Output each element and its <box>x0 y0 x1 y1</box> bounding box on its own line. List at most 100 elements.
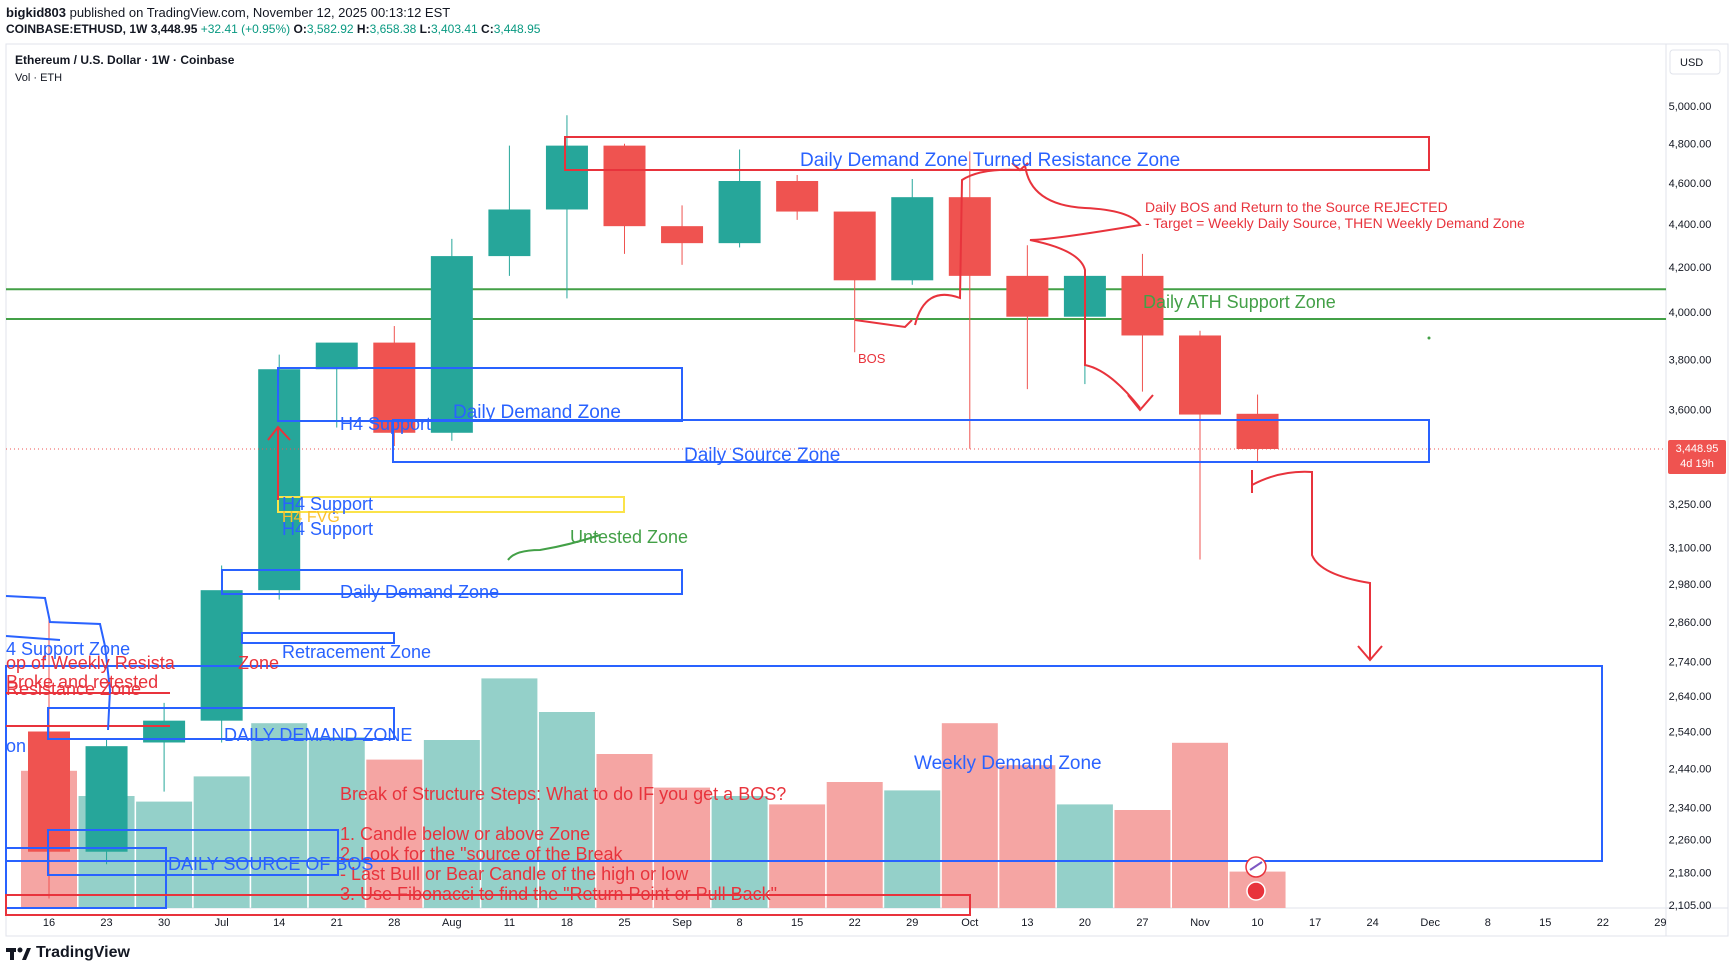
rejection-curve <box>914 168 1021 326</box>
flag-icon[interactable] <box>1246 881 1266 901</box>
price-tick-label: 2,860.00 <box>1669 617 1712 629</box>
currency-label: USD <box>1680 57 1703 69</box>
tradingview-logo[interactable]: TradingView <box>6 944 130 962</box>
volume-bar <box>884 790 941 908</box>
text-bos-steps-title: Break of Structure Steps: What to do IF … <box>340 784 786 804</box>
price-tick-label: 2,180.00 <box>1669 868 1712 880</box>
text-daily-source: Daily Source Zone <box>684 445 840 466</box>
candle-body <box>603 145 646 227</box>
text-h-support-2: H4 Support <box>282 494 373 514</box>
time-tick-label: 8 <box>737 917 743 929</box>
price-tick-label: 2,740.00 <box>1669 657 1712 669</box>
currency-button[interactable] <box>1669 49 1721 75</box>
volume-bar <box>136 801 193 908</box>
h4-fvg-box[interactable] <box>277 496 625 513</box>
time-tick-label: 25 <box>618 917 630 929</box>
close-value: 3,448.95 <box>493 22 541 36</box>
daily-source-zone-box[interactable] <box>392 419 1430 463</box>
drawings-layer[interactable] <box>5 136 1603 916</box>
price-tick-label: 2,105.00 <box>1669 900 1712 912</box>
price-tick-label: 4,400.00 <box>1669 219 1712 231</box>
text-on-frag: on <box>6 736 26 756</box>
candle-body <box>258 369 301 591</box>
marker-dot <box>1427 336 1431 340</box>
time-tick-label: 13 <box>1021 917 1033 929</box>
text-daily-demand-resist: Daily Demand Zone Turned Resistance Zone <box>800 150 1180 171</box>
text-bos-step2: 2. Look for the "source of the Break <box>340 844 624 864</box>
time-tick-label: 18 <box>561 917 573 929</box>
text-weekly-demand: Weekly Demand Zone <box>914 753 1102 774</box>
horizontal-lines <box>6 288 1666 321</box>
price-tick-label: 3,600.00 <box>1669 404 1712 416</box>
price-tick-label: 2,340.00 <box>1669 802 1712 814</box>
daily-source-bos-box[interactable] <box>47 829 339 876</box>
candle-body <box>1179 335 1221 415</box>
daily-demand-caps-box[interactable] <box>47 707 395 740</box>
price-tick-label: 4,000.00 <box>1669 307 1712 319</box>
text-h4-support-zone: 4 Support Zone <box>6 639 130 659</box>
published-text: published on TradingView.com, November 1… <box>69 5 451 20</box>
bar-countdown: 4d 19h <box>1680 458 1714 470</box>
time-tick-label: Nov <box>1190 917 1210 929</box>
price-tick-label: 3,100.00 <box>1669 542 1712 554</box>
price-tick-label: 4,600.00 <box>1669 178 1712 190</box>
volume-bar <box>654 787 711 908</box>
price-tick-label: 2,540.00 <box>1669 727 1712 739</box>
text-daily-bos-return: Daily BOS and Return to the Source REJEC… <box>1145 199 1448 215</box>
time-tick-label: 30 <box>158 917 170 929</box>
volume-bar <box>193 776 250 908</box>
left-blue-box[interactable] <box>5 847 167 909</box>
publish-header: bigkid803 published on TradingView.com, … <box>6 5 450 20</box>
daily-demand-zone-box-2[interactable] <box>221 569 683 595</box>
rejection-arrow-head <box>1011 162 1029 172</box>
price-tick-label: 4,800.00 <box>1669 139 1712 151</box>
text-bos-step1: 1. Candle below or above Zone <box>340 824 590 844</box>
retracement-zone-box[interactable] <box>241 632 395 644</box>
target-arrow <box>1251 470 1383 662</box>
time-tick-label: 15 <box>791 917 803 929</box>
price-tick-label: 2,640.00 <box>1669 691 1712 703</box>
candle-body <box>85 746 128 852</box>
text-ath-support: Daily ATH Support Zone <box>1143 292 1336 312</box>
text-daily-demand-2: Daily Demand Zone <box>340 582 499 602</box>
price-axis: 2,105.00 2,180.00 2,260.00 2,340.00 2,440.00… <box>1669 101 1712 912</box>
text-top-weekly: op of Weekly Resista <box>6 653 176 673</box>
text-h4-support-3: H4 Support <box>282 519 373 539</box>
volume-bar <box>826 782 883 908</box>
current-price-tag <box>1668 439 1726 474</box>
time-axis: 16 23 30 Jul 14 21 28 Aug 11 18 25 Sep 8 15 22 29 Oct 13 2… <box>43 917 1667 929</box>
text-untested: Untested Zone <box>570 527 688 547</box>
time-tick-label: 10 <box>1251 917 1263 929</box>
volume-bar <box>366 759 423 908</box>
time-tick-label: 14 <box>273 917 285 929</box>
candle-body <box>315 342 358 370</box>
time-tick-label: 16 <box>43 917 55 929</box>
time-tick-label: 24 <box>1367 917 1379 929</box>
time-tick-label: 29 <box>1654 917 1666 929</box>
volume-bar <box>711 796 768 908</box>
up-arrow <box>267 425 291 500</box>
ohlc-header: COINBASE:ETHUSD, 1W 3,448.95 +32.41 (+0.… <box>6 22 541 36</box>
candle-body <box>833 211 876 281</box>
bottom-red-box[interactable] <box>5 894 971 916</box>
time-tick-label: 22 <box>1597 917 1609 929</box>
time-tick-label: 27 <box>1136 917 1148 929</box>
time-tick-label: 20 <box>1079 917 1091 929</box>
weekly-demand-zone-box[interactable] <box>5 665 1603 862</box>
candles-layer <box>28 115 1279 899</box>
candle-body <box>488 209 531 257</box>
time-tick-label: Oct <box>961 917 978 929</box>
tradingview-logo-icon <box>6 947 31 960</box>
bos-mark <box>854 319 913 329</box>
text-broke-retested: Broke and retested <box>6 672 158 692</box>
candle-body <box>200 590 243 721</box>
left-blue-path <box>5 595 112 731</box>
volume-legend: Vol · ETH <box>15 72 62 84</box>
volume-bar <box>941 723 998 908</box>
candle-body <box>891 197 934 281</box>
publisher-name[interactable]: bigkid803 <box>6 5 66 20</box>
text-daily-demand-1: Daily Demand Zone <box>453 402 621 423</box>
change-value: +32.41 (+0.95%) <box>200 22 291 36</box>
candle-body <box>661 226 704 244</box>
